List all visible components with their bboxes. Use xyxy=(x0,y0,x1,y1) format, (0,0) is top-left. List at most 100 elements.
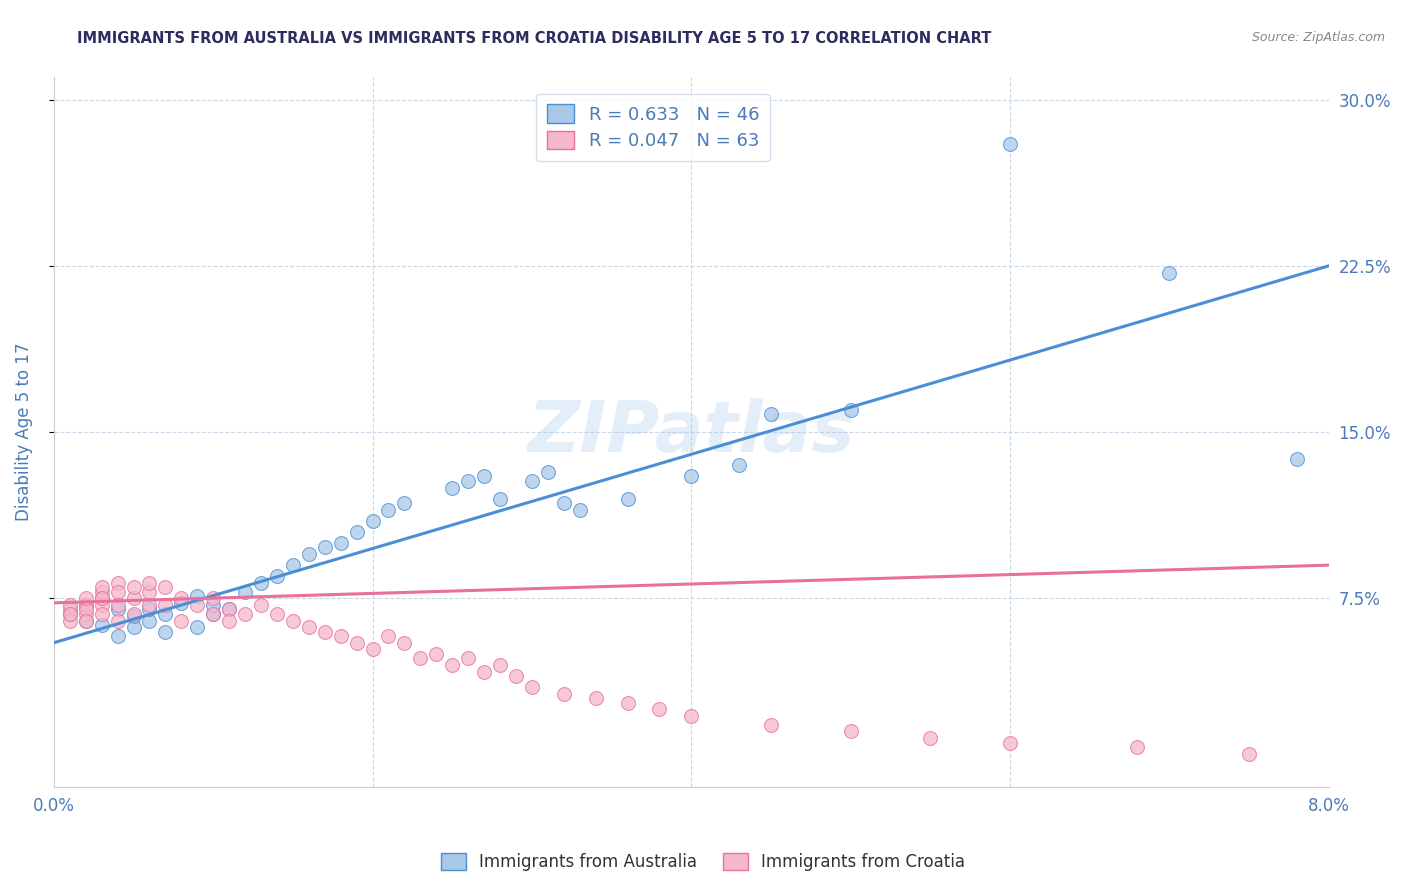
Point xyxy=(75,614,97,628)
Point xyxy=(138,575,160,590)
Point xyxy=(250,575,273,590)
Point xyxy=(346,636,368,650)
Point xyxy=(90,591,112,606)
Point xyxy=(441,481,464,495)
Point xyxy=(122,580,145,594)
Point xyxy=(1237,747,1260,761)
Text: Source: ZipAtlas.com: Source: ZipAtlas.com xyxy=(1251,31,1385,45)
Text: IMMIGRANTS FROM AUSTRALIA VS IMMIGRANTS FROM CROATIA DISABILITY AGE 5 TO 17 CORR: IMMIGRANTS FROM AUSTRALIA VS IMMIGRANTS … xyxy=(77,31,991,46)
Point xyxy=(616,491,638,506)
Point xyxy=(920,731,942,745)
Point xyxy=(155,580,177,594)
Point xyxy=(489,491,512,506)
Point xyxy=(441,657,464,672)
Point xyxy=(457,474,479,488)
Point xyxy=(138,598,160,612)
Point xyxy=(218,602,240,616)
Point xyxy=(90,580,112,594)
Point xyxy=(839,403,862,417)
Point xyxy=(59,614,82,628)
Point xyxy=(90,591,112,606)
Point xyxy=(59,607,82,621)
Point xyxy=(425,647,447,661)
Legend: Immigrants from Australia, Immigrants from Croatia: Immigrants from Australia, Immigrants fr… xyxy=(433,845,973,880)
Point xyxy=(472,665,495,679)
Point xyxy=(90,607,112,621)
Point xyxy=(553,496,575,510)
Point xyxy=(155,598,177,612)
Point xyxy=(728,458,751,473)
Point xyxy=(520,680,543,694)
Point xyxy=(90,584,112,599)
Point xyxy=(90,598,112,612)
Point xyxy=(361,514,384,528)
Text: ZIPatlas: ZIPatlas xyxy=(527,398,855,467)
Point xyxy=(59,598,82,612)
Point xyxy=(553,687,575,701)
Point xyxy=(281,558,304,573)
Y-axis label: Disability Age 5 to 17: Disability Age 5 to 17 xyxy=(15,343,32,522)
Point xyxy=(1285,451,1308,466)
Point xyxy=(75,607,97,621)
Point xyxy=(266,607,288,621)
Point xyxy=(90,618,112,632)
Point xyxy=(520,474,543,488)
Point xyxy=(75,591,97,606)
Point xyxy=(298,620,321,634)
Point xyxy=(377,629,399,643)
Point xyxy=(759,408,782,422)
Point xyxy=(472,469,495,483)
Point xyxy=(250,598,273,612)
Point xyxy=(138,614,160,628)
Point xyxy=(170,591,193,606)
Legend: R = 0.633   N = 46, R = 0.047   N = 63: R = 0.633 N = 46, R = 0.047 N = 63 xyxy=(536,94,770,161)
Point xyxy=(218,602,240,616)
Point xyxy=(233,584,256,599)
Point xyxy=(155,607,177,621)
Point xyxy=(122,609,145,624)
Point xyxy=(107,629,129,643)
Point xyxy=(457,651,479,665)
Point xyxy=(314,624,336,639)
Point xyxy=(107,602,129,616)
Point xyxy=(537,465,560,479)
Point xyxy=(138,584,160,599)
Point xyxy=(998,136,1021,151)
Point xyxy=(233,607,256,621)
Point xyxy=(329,629,352,643)
Point xyxy=(616,696,638,710)
Point xyxy=(59,607,82,621)
Point xyxy=(298,547,321,561)
Point xyxy=(314,541,336,555)
Point xyxy=(281,614,304,628)
Point xyxy=(998,735,1021,749)
Point xyxy=(170,614,193,628)
Point xyxy=(361,642,384,657)
Point xyxy=(155,624,177,639)
Point xyxy=(409,651,432,665)
Point xyxy=(202,598,225,612)
Point xyxy=(186,620,208,634)
Point xyxy=(75,614,97,628)
Point xyxy=(681,709,703,723)
Point xyxy=(107,614,129,628)
Point xyxy=(59,602,82,616)
Point xyxy=(839,724,862,739)
Point xyxy=(122,591,145,606)
Point xyxy=(1126,739,1149,754)
Point xyxy=(75,598,97,612)
Point xyxy=(759,718,782,732)
Point xyxy=(648,702,671,716)
Point xyxy=(377,502,399,516)
Point xyxy=(681,469,703,483)
Point xyxy=(218,614,240,628)
Point xyxy=(107,575,129,590)
Point xyxy=(568,502,591,516)
Point xyxy=(122,607,145,621)
Point xyxy=(75,602,97,616)
Point xyxy=(202,607,225,621)
Point xyxy=(505,669,527,683)
Point xyxy=(202,591,225,606)
Point xyxy=(346,524,368,539)
Point xyxy=(122,620,145,634)
